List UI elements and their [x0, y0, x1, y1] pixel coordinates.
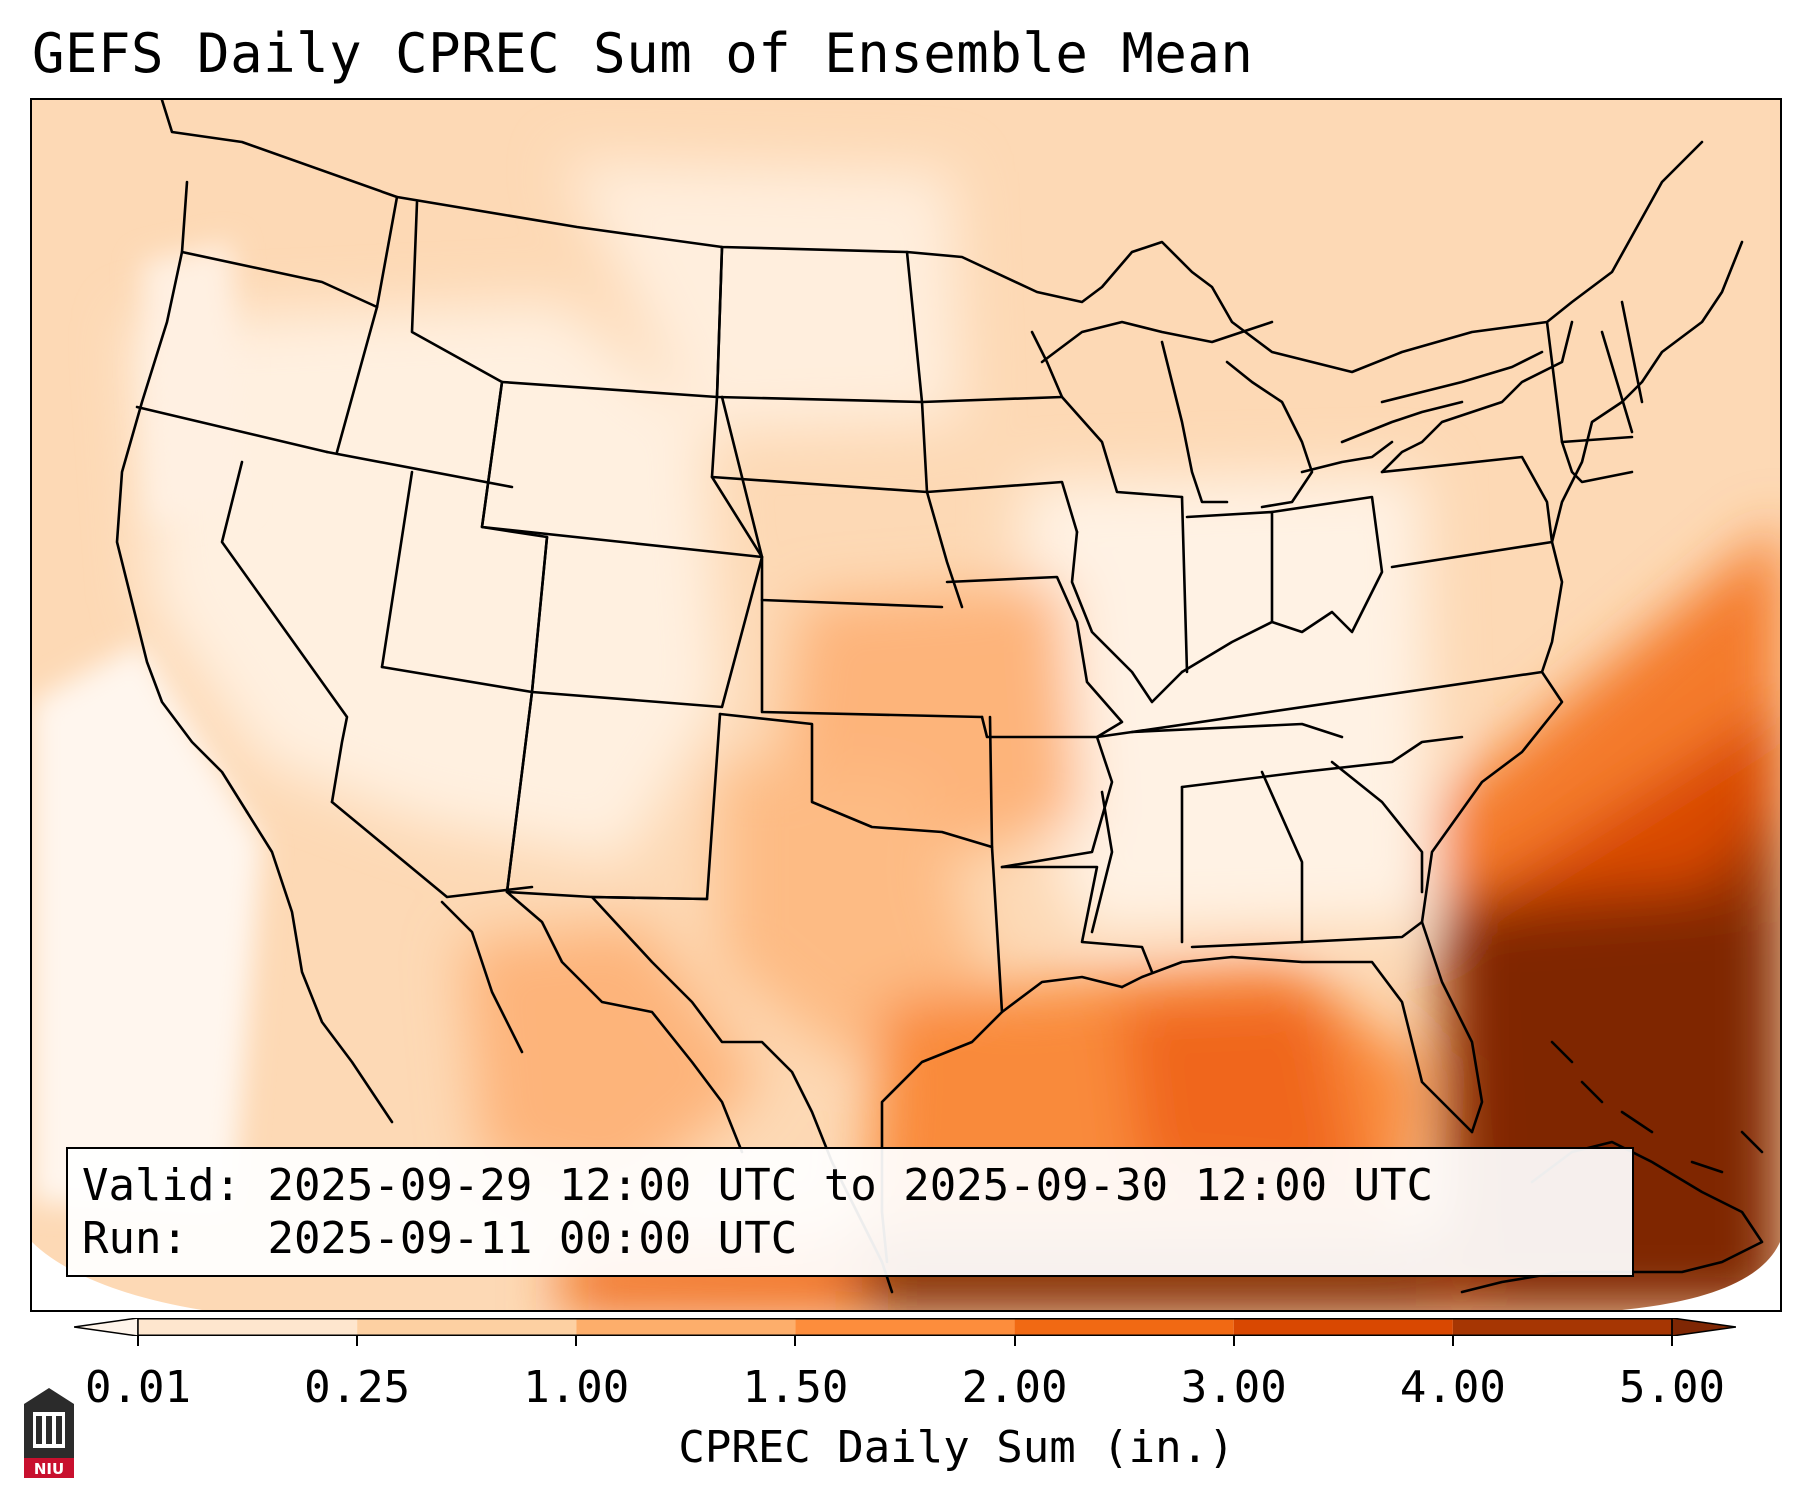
colorbar-tick [356, 1336, 359, 1346]
colorbar-extend-lower [74, 1318, 139, 1336]
map-panel [30, 98, 1782, 1312]
run-value: 2025-09-11 00:00 UTC [267, 1213, 798, 1264]
colorbar-segment [1452, 1318, 1672, 1336]
colorbar-tick-label: 0.25 [304, 1362, 411, 1413]
colorbar [74, 1318, 1736, 1336]
colorbar-segment [576, 1318, 796, 1336]
colorbar-tick [1232, 1336, 1235, 1346]
colorbar-tick-label: 1.50 [742, 1362, 849, 1413]
colorbar-segment [1233, 1318, 1453, 1336]
colorbar-tick [794, 1336, 797, 1346]
colorbar-tick-label: 1.00 [523, 1362, 630, 1413]
state-borders [115, 100, 1764, 1294]
colorbar-tick [1671, 1336, 1673, 1346]
colorbar-label: CPREC Daily Sum (in.) [678, 1422, 1235, 1473]
valid-row: Valid: 2025-09-29 12:00 UTC to 2025-09-3… [82, 1159, 1618, 1212]
valid-run-info-box: Valid: 2025-09-29 12:00 UTC to 2025-09-3… [66, 1147, 1634, 1277]
colorbar-segment [795, 1318, 1015, 1336]
logo-text: NIU [34, 1460, 64, 1478]
colorbar-tick-label: 4.00 [1399, 1362, 1506, 1413]
colorbar-tick-label: 5.00 [1619, 1362, 1725, 1413]
colorbar-tick [575, 1336, 578, 1346]
colorbar-tick-label: 0.01 [85, 1362, 191, 1413]
colorbar-tick [1013, 1336, 1016, 1346]
valid-label: Valid: [82, 1160, 241, 1211]
run-label: Run: [82, 1213, 188, 1264]
colorbar-tick-label: 3.00 [1180, 1362, 1287, 1413]
niu-logo-icon: NIU [24, 1388, 74, 1478]
run-row: Run: 2025-09-11 00:00 UTC [82, 1212, 1618, 1265]
colorbar-tick [1451, 1336, 1454, 1346]
colorbar-extend-upper [1671, 1318, 1736, 1336]
colorbar-frame [137, 1318, 1673, 1336]
domain-edge-left [32, 1242, 202, 1310]
map-title: GEFS Daily CPREC Sum of Ensemble Mean [32, 22, 1254, 85]
valid-value: 2025-09-29 12:00 UTC to 2025-09-30 12:00… [267, 1160, 1434, 1211]
colorbar-segment [1014, 1318, 1234, 1336]
colorbar-segment [138, 1318, 358, 1336]
colorbar-segment [357, 1318, 577, 1336]
colorbar-tick-label: 2.00 [961, 1362, 1068, 1413]
colorbar-tick [137, 1336, 139, 1346]
